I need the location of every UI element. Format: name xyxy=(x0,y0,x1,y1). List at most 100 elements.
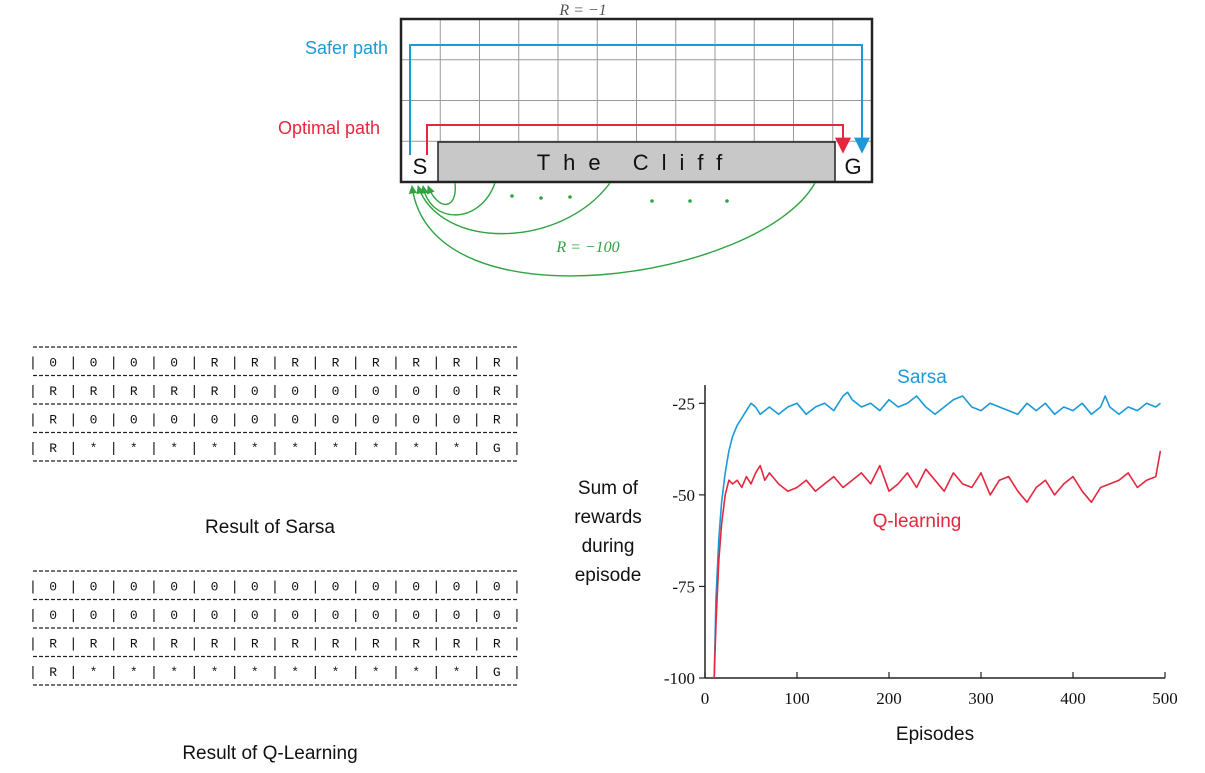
table-cell: 0 xyxy=(251,412,259,427)
y-axis-label: Sum of rewards during episode xyxy=(574,478,642,586)
table-divider: | xyxy=(29,412,37,428)
table-cell: * xyxy=(291,441,299,456)
table-cell: R xyxy=(493,355,501,370)
table-cell: * xyxy=(412,441,420,456)
y-axis-label-line: during xyxy=(582,536,635,557)
table-cell: * xyxy=(332,665,340,680)
table-cell: R xyxy=(372,636,380,651)
table-divider: | xyxy=(150,355,158,371)
table-divider: | xyxy=(69,608,77,624)
table-divider: | xyxy=(472,665,480,681)
table-cell: G xyxy=(493,665,501,680)
reward-cliff-label: R = −100 xyxy=(555,239,619,256)
table-divider: | xyxy=(271,665,279,681)
table-divider: | xyxy=(190,384,198,400)
table-cell: R xyxy=(372,355,380,370)
table-cell: 0 xyxy=(372,608,380,623)
table-divider: | xyxy=(271,579,279,595)
table-cell: R xyxy=(90,384,98,399)
table-divider: | xyxy=(230,636,238,652)
table-divider: | xyxy=(432,636,440,652)
table-divider: | xyxy=(472,412,480,428)
x-tick-label: 400 xyxy=(1060,689,1086,708)
table-cell: 0 xyxy=(493,608,501,623)
cliff-fall-arrow xyxy=(416,182,611,235)
table-cell: 0 xyxy=(332,608,340,623)
table-divider: | xyxy=(271,384,279,400)
grid-border xyxy=(399,17,874,184)
ellipsis-dots xyxy=(510,194,729,203)
table-divider: | xyxy=(351,665,359,681)
table-cell: 0 xyxy=(412,412,420,427)
table-divider: | xyxy=(432,579,440,595)
table-divider: | xyxy=(513,665,521,681)
table-cell: 0 xyxy=(90,579,98,594)
table-cell: 0 xyxy=(291,608,299,623)
table-cell: R xyxy=(291,636,299,651)
table-cell: 0 xyxy=(493,579,501,594)
table-cell: R xyxy=(211,636,219,651)
table-divider: | xyxy=(109,355,117,371)
table-cell: 0 xyxy=(332,412,340,427)
table-cell: R xyxy=(170,636,178,651)
y-axis-label-line: rewards xyxy=(574,507,642,528)
table-divider: | xyxy=(271,355,279,371)
series-label-sarsa: Sarsa xyxy=(897,367,947,388)
table-divider: | xyxy=(109,665,117,681)
table-divider: | xyxy=(392,412,400,428)
table-divider: | xyxy=(311,608,319,624)
x-axis-label: Episodes xyxy=(896,724,974,745)
table-cell: 0 xyxy=(90,412,98,427)
table-divider: | xyxy=(311,384,319,400)
table-cell: R xyxy=(291,355,299,370)
table-cell: 0 xyxy=(170,412,178,427)
table-divider: | xyxy=(29,579,37,595)
table-divider: | xyxy=(69,441,77,457)
series-label-qlearning: Q-learning xyxy=(873,511,962,532)
table-cell: R xyxy=(332,355,340,370)
table-divider: | xyxy=(69,412,77,428)
table-cell: 0 xyxy=(372,579,380,594)
x-tick-label: 500 xyxy=(1152,689,1178,708)
table-cell: * xyxy=(251,665,259,680)
table-divider: | xyxy=(472,608,480,624)
table-cell: 0 xyxy=(130,608,138,623)
chart-ticks: 0 100 200 300 400 500 -25 -50 -75 -100 xyxy=(664,394,1178,708)
table-divider: | xyxy=(432,608,440,624)
table-divider: | xyxy=(432,384,440,400)
table-divider: | xyxy=(392,579,400,595)
table-divider: | xyxy=(29,384,37,400)
table-cell: 0 xyxy=(251,579,259,594)
table-divider: | xyxy=(351,355,359,371)
table-cell: * xyxy=(170,441,178,456)
table-divider: | xyxy=(29,441,37,457)
table-cell: R xyxy=(412,636,420,651)
sarsa-table-caption: Result of Sarsa xyxy=(205,517,335,538)
table-cell: R xyxy=(211,355,219,370)
table-cell: 0 xyxy=(90,355,98,370)
table-divider: | xyxy=(311,355,319,371)
table-cell: R xyxy=(130,384,138,399)
table-cell: * xyxy=(372,441,380,456)
table-cell: R xyxy=(49,441,57,456)
table-divider: | xyxy=(351,636,359,652)
table-cell: 0 xyxy=(130,355,138,370)
table-cell: R xyxy=(251,355,259,370)
table-cell: 0 xyxy=(170,355,178,370)
table-cell: 0 xyxy=(90,608,98,623)
table-divider: | xyxy=(190,355,198,371)
table-cell: R xyxy=(412,355,420,370)
table-divider: | xyxy=(190,665,198,681)
reward-chart: 0 100 200 300 400 500 -25 -50 -75 -100 Sarsa Q-le… xyxy=(574,367,1178,745)
table-divider: | xyxy=(29,665,37,681)
table-cell: 0 xyxy=(49,608,57,623)
table-divider: | xyxy=(513,412,521,428)
y-tick-label: -100 xyxy=(664,669,695,688)
table-divider: | xyxy=(311,636,319,652)
table-cell: G xyxy=(493,441,501,456)
table-divider: | xyxy=(150,384,158,400)
table-divider: | xyxy=(69,665,77,681)
table-cell: R xyxy=(49,636,57,651)
table-divider: | xyxy=(271,412,279,428)
qlearning-table-caption: Result of Q-Learning xyxy=(182,743,357,764)
